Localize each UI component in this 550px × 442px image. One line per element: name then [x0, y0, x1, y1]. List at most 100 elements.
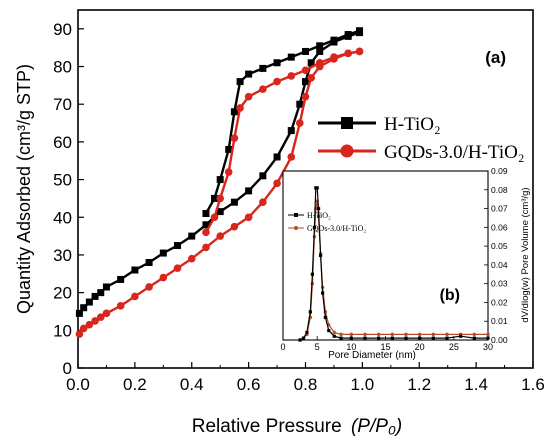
- inset-data-point: [332, 330, 336, 335]
- data-point: [211, 194, 218, 202]
- panel-a-y-axis-title: Quantity Adsorbed (cm³/g STP): [14, 64, 34, 314]
- data-point: [356, 27, 364, 35]
- data-point: [287, 72, 296, 80]
- panel-a-x-tick-label: 0.2: [123, 375, 147, 394]
- legend-marker-h-tio2: [341, 117, 353, 129]
- panel-b-y-tick-label: 0.04: [491, 260, 508, 270]
- panel-b-x-axis-title: Pore Diameter (nm): [328, 350, 416, 361]
- inset-data-point: [332, 334, 336, 338]
- data-point: [75, 330, 84, 338]
- inset-data-point: [339, 332, 343, 337]
- panel-a-x-tick-label: 1.0: [351, 375, 375, 394]
- data-point: [273, 153, 281, 161]
- panel-a: 0.0 0.2 0.4 0.6 0.8 1.0 1.2 1.4 1.6 010203040506…: [14, 9, 545, 437]
- data-point: [296, 119, 304, 127]
- inset-data-point: [404, 336, 408, 340]
- data-point: [116, 302, 125, 310]
- panel-a-x-tick-label: 1.4: [464, 375, 488, 394]
- data-point: [330, 36, 338, 44]
- panel-b-y-tick-label: 0.00: [491, 335, 508, 345]
- data-point: [287, 127, 295, 135]
- inset-data-point: [349, 332, 354, 337]
- inset-data-point: [445, 336, 449, 340]
- data-point: [85, 298, 93, 306]
- panel-b-x-tick-label: 5: [315, 342, 320, 352]
- panel-b-y-axis-title: dV/dlog(w) Pore Volume (cm³/g): [520, 187, 531, 322]
- panel-a-x-tick-label: 1.6: [521, 375, 545, 394]
- data-point: [224, 168, 233, 176]
- panel-a-x-tick-label: 0.0: [66, 375, 90, 394]
- panel-a-legend: H-TiO₂ GQDs-3.0/H-TiO₂: [318, 114, 525, 163]
- data-point: [301, 92, 310, 101]
- data-point: [344, 49, 352, 58]
- inset-data-point: [376, 332, 381, 337]
- inset-data-point: [312, 225, 317, 229]
- data-point: [230, 108, 238, 116]
- panel-b-y-tick-label: 0.08: [491, 185, 508, 195]
- panel-b-y-tick-label: 0.09: [491, 166, 508, 176]
- inset-legend-marker-gqds: [294, 226, 298, 230]
- data-point: [96, 313, 105, 321]
- data-point: [202, 228, 210, 237]
- inset-data-point: [431, 332, 436, 337]
- data-point: [159, 249, 167, 257]
- inset-data-point: [321, 291, 325, 295]
- panel-a-label: (a): [485, 48, 506, 67]
- data-point: [225, 145, 233, 153]
- data-point: [202, 209, 210, 217]
- inset-data-point: [315, 186, 319, 190]
- data-point: [75, 309, 83, 317]
- legend-label-h-tio2: H-TiO₂: [384, 114, 441, 135]
- panel-a-y-tick-label: 50: [53, 171, 72, 190]
- inset-data-point: [486, 332, 490, 337]
- panel-b-series: [298, 186, 490, 342]
- inset-data-point: [323, 315, 327, 320]
- panel-b-x-ticks: 0 5 10 15 20 25 30: [280, 336, 493, 352]
- panel-b-y-tick-label: 0.03: [491, 279, 508, 289]
- data-point: [131, 292, 139, 301]
- inset-data-point: [301, 336, 306, 340]
- data-point: [236, 78, 244, 86]
- data-point: [145, 283, 153, 291]
- inset-data-point: [472, 336, 476, 340]
- data-point: [131, 266, 139, 274]
- panel-b-x-tick-label: 30: [483, 342, 493, 352]
- data-point: [245, 187, 253, 195]
- panel-a-x-axis-label: Relative Pressure: [192, 416, 342, 437]
- panel-b-y-tick-label: 0.01: [491, 316, 508, 326]
- data-point: [79, 324, 88, 333]
- data-point: [244, 213, 253, 222]
- data-point: [273, 59, 281, 67]
- inset-legend-label-gqds: GQDs-3.0/H-TiO₂: [307, 224, 366, 233]
- panel-a-x-tick-label: 0.6: [237, 375, 261, 394]
- panel-a-y-tick-label: 30: [53, 246, 72, 265]
- inset-data-point: [390, 332, 395, 337]
- panel-b-y-ticks: 0.00 0.01 0.02 0.03 0.04 0.05 0.06 0.07 0.08 0.09: [484, 166, 508, 345]
- inset-data-point: [327, 329, 331, 333]
- panel-b-x-tick-label: 15: [380, 342, 390, 352]
- data-point: [145, 258, 153, 266]
- panel-b-label: (b): [440, 287, 460, 304]
- panel-a-x-tick-label: 0.4: [180, 375, 204, 394]
- data-point: [174, 242, 182, 250]
- panel-a-y-tick-label: 90: [53, 20, 72, 39]
- data-point: [259, 198, 267, 206]
- data-point: [85, 320, 94, 329]
- panel-a-x-tick-label: 0.8: [294, 375, 318, 394]
- panel-a-y-tick-label: 20: [53, 284, 72, 303]
- panel-a-series: [75, 27, 364, 338]
- panel-a-x-axis-math: (P/P₀): [351, 416, 402, 437]
- data-point: [330, 53, 338, 61]
- panel-b-legend: H-TiO₂ GQDs-3.0/H-TiO₂: [288, 211, 366, 233]
- panel-a-x-tick-label: 1.2: [407, 375, 431, 394]
- data-point: [230, 222, 239, 231]
- data-point: [216, 194, 224, 203]
- data-point: [216, 208, 224, 216]
- inset-legend-label-h-tio2: H-TiO₂: [307, 211, 331, 220]
- inset-legend-marker-h-tio2: [294, 213, 298, 217]
- data-point: [173, 264, 182, 272]
- inset-data-point: [445, 332, 449, 337]
- data-point: [187, 254, 196, 263]
- inset-data-point: [305, 330, 309, 335]
